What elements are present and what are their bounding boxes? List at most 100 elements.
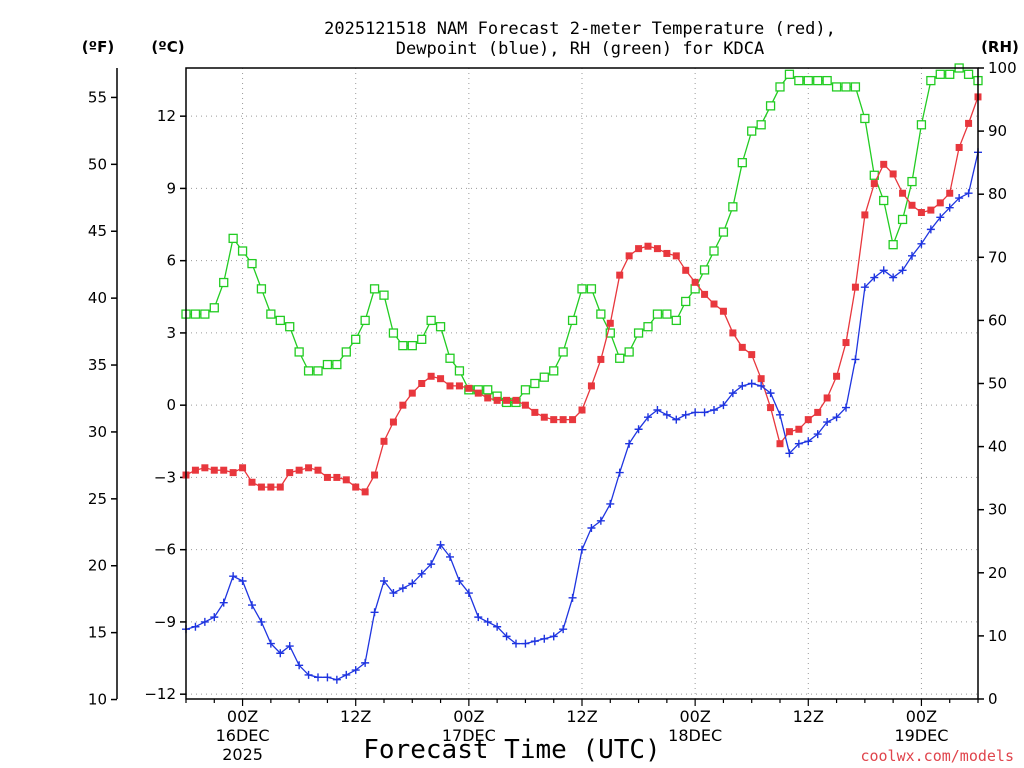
temperature-point xyxy=(474,389,482,397)
unit-label-fahrenheit: (ºF) xyxy=(82,38,114,56)
temperature-point xyxy=(672,252,680,260)
temperature-point xyxy=(352,483,360,491)
temperature-point xyxy=(295,466,303,474)
temperature-point xyxy=(389,418,397,426)
dewpoint-point xyxy=(662,410,671,419)
rh-tick-label: 20 xyxy=(988,564,1007,582)
celsius-tick-label: 12 xyxy=(157,107,176,125)
time-tick-date: 17DEC xyxy=(442,726,496,745)
rh-tick-label: 60 xyxy=(988,311,1007,329)
dewpoint-point xyxy=(446,552,454,561)
fahrenheit-tick-label: 40 xyxy=(88,289,107,307)
dewpoint-point xyxy=(295,661,304,670)
rh-point xyxy=(643,322,653,332)
temperature-point xyxy=(248,478,256,486)
series-layer xyxy=(181,63,983,684)
credit-text: coolwx.com/models xyxy=(860,747,1014,765)
rh-point xyxy=(435,322,446,332)
fahrenheit-tick-label: 20 xyxy=(88,557,107,575)
rh-point xyxy=(190,309,201,319)
dewpoint-point xyxy=(964,189,973,198)
dewpoint-point xyxy=(936,213,945,222)
rh-point xyxy=(294,347,304,357)
temperature-point xyxy=(899,189,907,197)
rh-point xyxy=(831,82,842,92)
celsius-tick-label: 0 xyxy=(166,396,176,414)
temperature-point xyxy=(512,396,520,404)
temperature-point xyxy=(201,464,209,472)
temperature-point xyxy=(917,209,925,217)
dewpoint-point xyxy=(191,622,200,631)
rh-axis: 0 10 20 30 40 50 60 70 80 90 100 xyxy=(978,59,1017,708)
dewpoint-point xyxy=(238,576,247,585)
rh-point xyxy=(737,157,747,168)
dewpoint-point xyxy=(248,601,256,610)
rh-point xyxy=(445,353,455,363)
rh-point xyxy=(963,69,974,79)
rh-point xyxy=(407,340,417,351)
temperature-point xyxy=(569,416,577,424)
rh-point xyxy=(860,113,870,124)
rh-point xyxy=(275,315,285,326)
celsius-tick-label: 9 xyxy=(166,179,176,197)
dewpoint-point xyxy=(832,413,841,422)
rh-point xyxy=(530,378,540,389)
temperature-point xyxy=(946,189,954,197)
dewpoint-point xyxy=(653,405,662,414)
dewpoint-point xyxy=(229,572,238,581)
temperature-point xyxy=(239,464,247,472)
rh-point xyxy=(558,347,568,357)
dewpoint-point xyxy=(606,499,615,508)
chart-title-line2: Dewpoint (blue), RH (green) for KDCA xyxy=(396,39,764,59)
time-tick-label: 00Z xyxy=(679,707,710,726)
temperature-point xyxy=(955,143,963,151)
time-tick-label: 12Z xyxy=(340,707,371,726)
dewpoint-point xyxy=(681,410,690,419)
rh-tick-label: 40 xyxy=(988,438,1007,456)
dewpoint-point xyxy=(860,283,869,292)
rh-point xyxy=(520,385,531,395)
temperature-point xyxy=(823,394,831,402)
rh-point xyxy=(285,322,295,332)
dewpoint-point xyxy=(332,675,341,684)
temperature-point xyxy=(738,343,746,351)
temperature-point xyxy=(503,396,511,404)
rh-point xyxy=(718,227,729,237)
dewpoint-point xyxy=(710,405,718,414)
dewpoint-point xyxy=(521,639,530,648)
dewpoint-point xyxy=(436,540,445,549)
dewpoint-point xyxy=(257,617,266,626)
dewpoint-point xyxy=(625,439,634,448)
rh-point xyxy=(454,366,465,376)
rh-point xyxy=(379,290,389,300)
dewpoint-point xyxy=(361,658,370,667)
rh-tick-label: 70 xyxy=(988,248,1007,266)
temperature-point xyxy=(220,466,228,474)
dewpoint-point xyxy=(342,670,351,679)
rh-point xyxy=(360,315,370,326)
rh-point xyxy=(615,353,625,363)
temperature-point xyxy=(757,375,765,383)
dewpoint-point xyxy=(380,576,388,585)
celsius-tick-label: −12 xyxy=(144,685,176,703)
dewpoint-point xyxy=(870,273,879,282)
rh-point xyxy=(794,75,804,86)
rh-point xyxy=(200,309,210,319)
rh-point xyxy=(756,120,766,130)
temperature-point xyxy=(276,483,284,491)
time-tick-date: 16DEC xyxy=(216,726,270,745)
temperature-point xyxy=(606,319,614,327)
dewpoint-point xyxy=(323,673,332,682)
temperature-point xyxy=(371,471,379,479)
rh-point xyxy=(369,284,380,294)
temperature-point xyxy=(597,355,605,363)
rh-point xyxy=(681,296,691,307)
dewpoint-point xyxy=(200,617,209,626)
rh-point xyxy=(747,126,757,136)
temperature-point xyxy=(305,464,313,472)
temperature-point xyxy=(578,406,586,414)
dewpoint-point xyxy=(314,673,322,682)
dewpoint-point xyxy=(502,632,511,641)
